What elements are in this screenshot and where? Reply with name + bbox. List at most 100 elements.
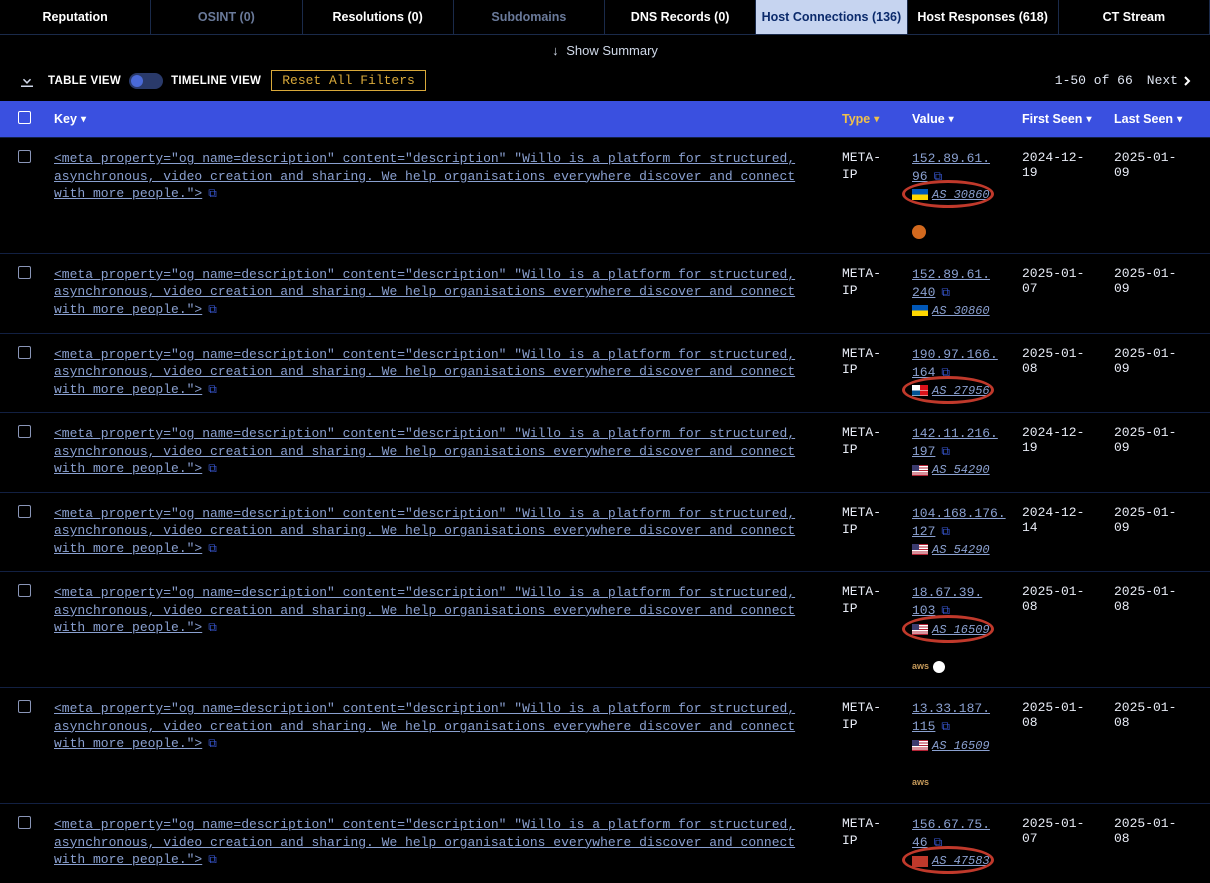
table-row: <meta property="og name=description" con… bbox=[0, 253, 1210, 333]
copy-icon[interactable]: ⧉ bbox=[941, 285, 950, 302]
view-toggle[interactable] bbox=[129, 73, 163, 89]
header-key[interactable]: Key▾ bbox=[54, 111, 842, 127]
last-seen: 2025-01-09 bbox=[1114, 346, 1192, 376]
ip-link[interactable]: 190.97.166.164 bbox=[912, 347, 998, 380]
filter-icon: ▾ bbox=[1086, 114, 1091, 125]
pager-next[interactable]: Next bbox=[1147, 73, 1192, 88]
value-cell: 18.67.39.103⧉AS 16509aws bbox=[912, 584, 1022, 675]
tab-dns-records-0-[interactable]: DNS Records (0) bbox=[605, 0, 756, 34]
asn-link[interactable]: AS 30860 bbox=[932, 188, 990, 202]
header-last-seen[interactable]: Last Seen▾ bbox=[1114, 111, 1192, 127]
asn-link[interactable]: AS 16509 bbox=[932, 739, 990, 753]
key-link[interactable]: <meta property="og name=description" con… bbox=[54, 151, 795, 201]
copy-icon[interactable]: ⧉ bbox=[934, 835, 943, 852]
last-seen: 2025-01-09 bbox=[1114, 505, 1192, 535]
copy-icon[interactable]: ⧉ bbox=[208, 542, 217, 556]
asn-link[interactable]: AS 27956 bbox=[932, 384, 990, 398]
row-checkbox[interactable] bbox=[18, 816, 31, 829]
copy-icon[interactable]: ⧉ bbox=[208, 621, 217, 635]
copy-icon[interactable]: ⧉ bbox=[934, 169, 943, 186]
select-all-checkbox[interactable] bbox=[18, 111, 31, 124]
key-link[interactable]: <meta property="og name=description" con… bbox=[54, 506, 795, 556]
row-checkbox[interactable] bbox=[18, 584, 31, 597]
reset-filters-button[interactable]: Reset All Filters bbox=[271, 70, 426, 91]
type-cell: META-IP bbox=[842, 700, 912, 734]
aws-icon: aws bbox=[912, 661, 929, 671]
tab-resolutions-0-[interactable]: Resolutions (0) bbox=[303, 0, 454, 34]
flag-icon bbox=[912, 856, 928, 867]
filter-icon: ▾ bbox=[1177, 114, 1182, 125]
summary-label: Show Summary bbox=[566, 43, 658, 58]
timeline-view-label[interactable]: TIMELINE VIEW bbox=[171, 75, 261, 87]
row-checkbox[interactable] bbox=[18, 700, 31, 713]
flag-icon bbox=[912, 189, 928, 200]
row-checkbox[interactable] bbox=[18, 266, 31, 279]
ip-link[interactable]: 104.168.176.127 bbox=[912, 506, 1006, 539]
type-cell: META-IP bbox=[842, 266, 912, 300]
tab-reputation[interactable]: Reputation bbox=[0, 0, 151, 34]
ip-link[interactable]: 142.11.216.197 bbox=[912, 426, 998, 459]
key-link[interactable]: <meta property="og name=description" con… bbox=[54, 267, 795, 317]
copy-icon[interactable]: ⧉ bbox=[941, 524, 950, 541]
first-seen: 2024-12-19 bbox=[1022, 150, 1114, 180]
table-row: <meta property="og name=description" con… bbox=[0, 492, 1210, 572]
tab-host-responses-618-[interactable]: Host Responses (618) bbox=[908, 0, 1059, 34]
flag-icon bbox=[912, 305, 928, 316]
value-cell: 152.89.61.96⧉ AS 30860 bbox=[912, 150, 1022, 241]
ip-link[interactable]: 152.89.61.96 bbox=[912, 151, 990, 184]
key-link[interactable]: <meta property="og name=description" con… bbox=[54, 701, 795, 751]
asn-link[interactable]: AS 16509 bbox=[932, 623, 990, 637]
copy-icon[interactable]: ⧉ bbox=[208, 462, 217, 476]
flag-icon bbox=[912, 385, 928, 396]
header-value[interactable]: Value▾ bbox=[912, 111, 1022, 127]
cloudfront-icon bbox=[933, 661, 945, 673]
copy-icon[interactable]: ⧉ bbox=[941, 719, 950, 736]
value-cell: 190.97.166.164⧉ AS 27956 bbox=[912, 346, 1022, 401]
table-row: <meta property="og name=description" con… bbox=[0, 333, 1210, 413]
tab-osint-0-[interactable]: OSINT (0) bbox=[151, 0, 302, 34]
first-seen: 2025-01-07 bbox=[1022, 816, 1114, 846]
asn-link[interactable]: AS 30860 bbox=[932, 304, 990, 318]
last-seen: 2025-01-08 bbox=[1114, 816, 1192, 846]
download-icon[interactable] bbox=[18, 72, 36, 90]
copy-icon[interactable]: ⧉ bbox=[208, 737, 217, 751]
copy-icon[interactable]: ⧉ bbox=[208, 853, 217, 867]
asn-link[interactable]: AS 47583 bbox=[932, 854, 990, 868]
key-link[interactable]: <meta property="og name=description" con… bbox=[54, 585, 795, 635]
tabs-bar: ReputationOSINT (0)Resolutions (0)Subdom… bbox=[0, 0, 1210, 35]
row-checkbox[interactable] bbox=[18, 505, 31, 518]
asn-link[interactable]: AS 54290 bbox=[932, 463, 990, 477]
tab-subdomains[interactable]: Subdomains bbox=[454, 0, 605, 34]
copy-icon[interactable]: ⧉ bbox=[208, 383, 217, 397]
row-checkbox[interactable] bbox=[18, 150, 31, 163]
ip-link[interactable]: 152.89.61.240 bbox=[912, 267, 990, 300]
row-checkbox[interactable] bbox=[18, 425, 31, 438]
chevron-right-icon bbox=[1182, 76, 1192, 86]
key-link[interactable]: <meta property="og name=description" con… bbox=[54, 426, 795, 476]
copy-icon[interactable]: ⧉ bbox=[208, 187, 217, 201]
key-link[interactable]: <meta property="og name=description" con… bbox=[54, 347, 795, 397]
copy-icon[interactable]: ⧉ bbox=[208, 303, 217, 317]
asn-link[interactable]: AS 54290 bbox=[932, 543, 990, 557]
ip-link[interactable]: 13.33.187.115 bbox=[912, 701, 990, 734]
tab-ct-stream[interactable]: CT Stream bbox=[1059, 0, 1210, 34]
key-link[interactable]: <meta property="og name=description" con… bbox=[54, 817, 795, 867]
copy-icon[interactable]: ⧉ bbox=[941, 444, 950, 461]
table-row: <meta property="og name=description" con… bbox=[0, 803, 1210, 883]
type-cell: META-IP bbox=[842, 150, 912, 184]
last-seen: 2025-01-09 bbox=[1114, 425, 1192, 455]
ip-link[interactable]: 156.67.75.46 bbox=[912, 817, 990, 850]
header-first-seen[interactable]: First Seen▾ bbox=[1022, 111, 1114, 127]
first-seen: 2024-12-19 bbox=[1022, 425, 1114, 455]
toolbar: TABLE VIEW TIMELINE VIEW Reset All Filte… bbox=[0, 66, 1210, 101]
header-type[interactable]: Type▾ bbox=[842, 111, 912, 127]
value-cell: 13.33.187.115⧉AS 16509aws bbox=[912, 700, 1022, 791]
copy-icon[interactable]: ⧉ bbox=[941, 365, 950, 382]
copy-icon[interactable]: ⧉ bbox=[941, 603, 950, 620]
show-summary[interactable]: ↓ Show Summary bbox=[0, 35, 1210, 66]
table-row: <meta property="og name=description" con… bbox=[0, 687, 1210, 803]
filter-icon: ▾ bbox=[81, 114, 86, 125]
tab-host-connections-136-[interactable]: Host Connections (136) bbox=[756, 0, 907, 34]
row-checkbox[interactable] bbox=[18, 346, 31, 359]
table-view-label[interactable]: TABLE VIEW bbox=[48, 75, 121, 87]
